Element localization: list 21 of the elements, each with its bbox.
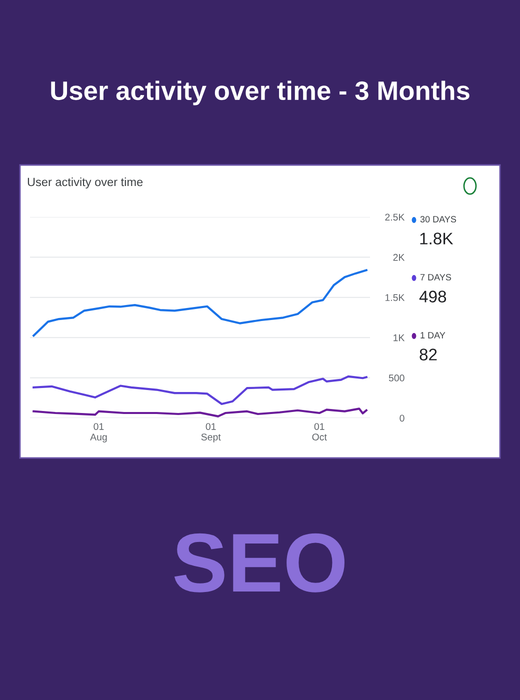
- text: 498: [419, 290, 446, 302]
- y-tick-label: 2.5K: [385, 214, 405, 221]
- text: 82: [420, 348, 437, 360]
- x-tick-label: 01 Oct: [312, 423, 327, 440]
- y-tick-label: 0: [400, 414, 404, 422]
- line-series: [32, 408, 368, 418]
- legend-label: 7 DAYS: [420, 274, 452, 280]
- chart-title: User activity over time - 3 Months: [51, 80, 470, 106]
- line-series: [32, 375, 368, 406]
- x-tick-label: 01 Sept: [201, 423, 221, 442]
- line-series: [32, 269, 368, 337]
- y-tick-label: 1.5K: [385, 294, 405, 302]
- y-tick-label: 500: [388, 374, 404, 382]
- chart-subtitle: User activity over time: [28, 178, 143, 189]
- legend-label: 30 DAYS: [420, 216, 456, 222]
- legend-label: 1 DAY: [420, 332, 446, 338]
- text: SEO: [174, 533, 344, 592]
- x-tick-label: 01 Aug: [90, 423, 107, 442]
- y-tick-label: 2K: [393, 254, 405, 261]
- y-tick-label: 1K: [394, 334, 405, 342]
- text: 1.8K: [420, 232, 454, 244]
